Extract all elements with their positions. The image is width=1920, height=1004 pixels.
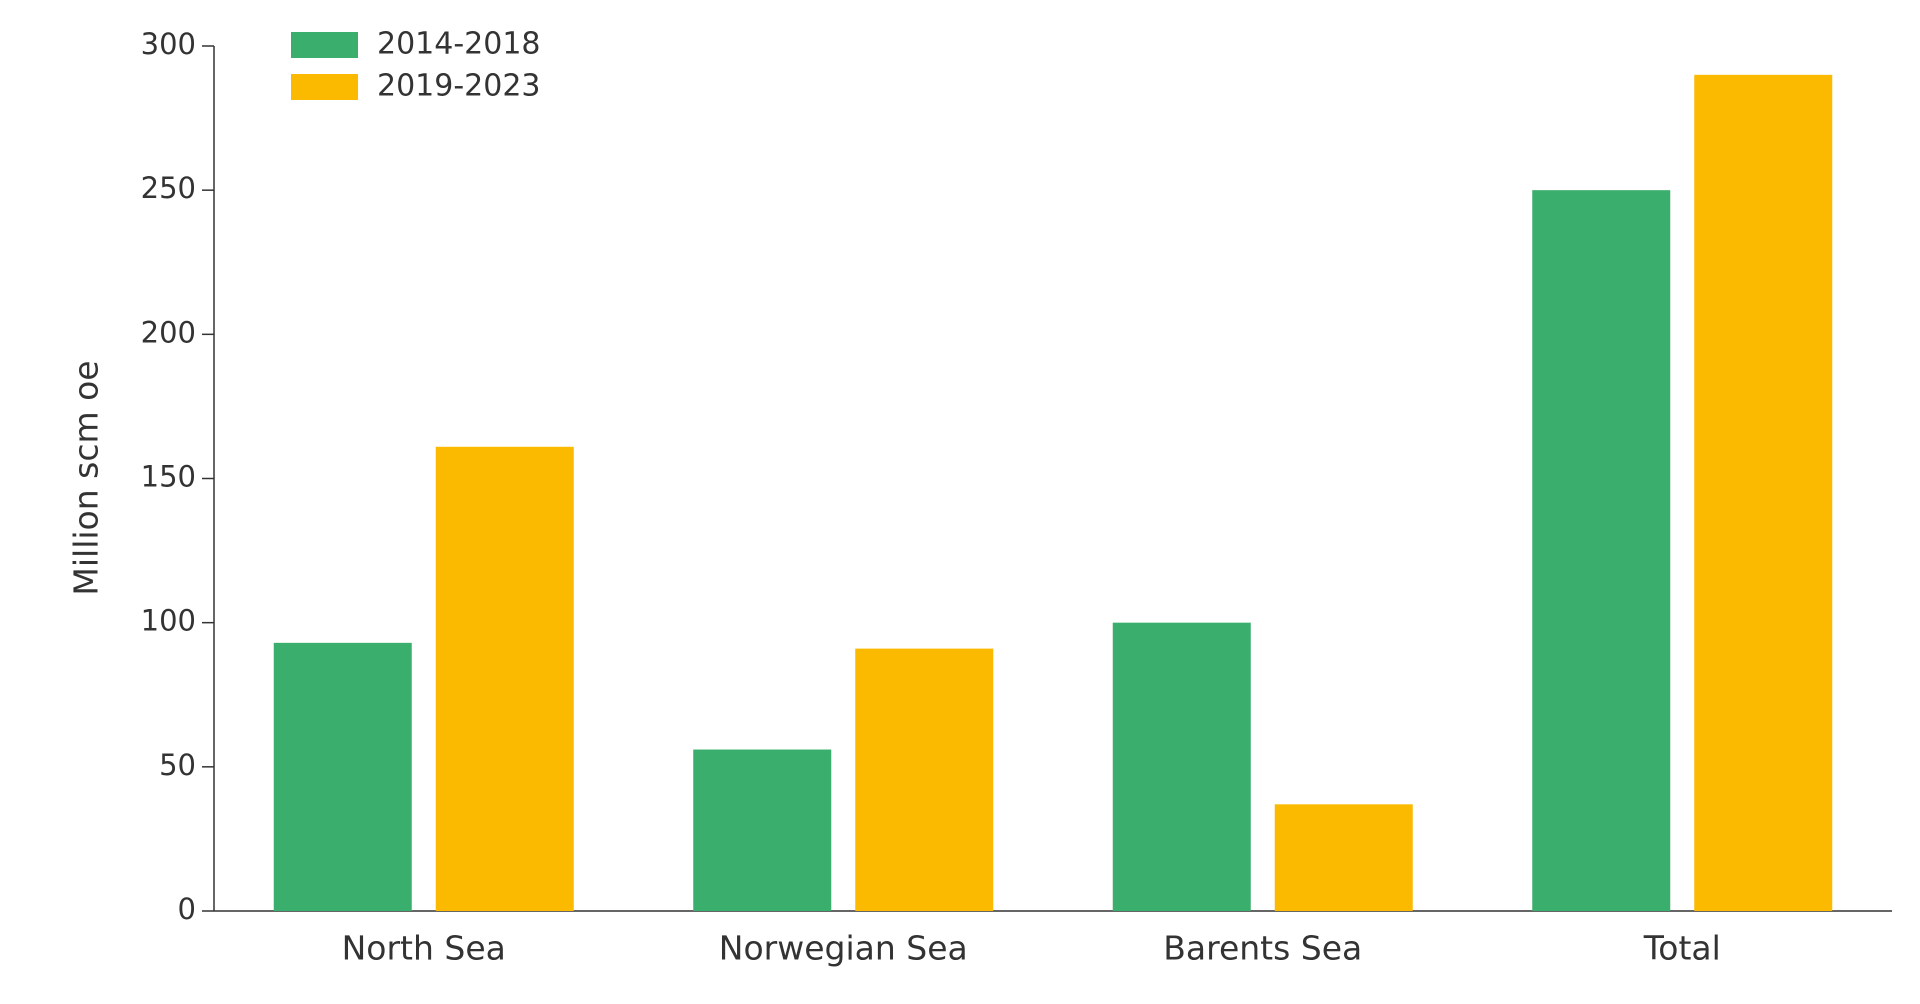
legend-swatch — [291, 74, 358, 100]
x-tick-label: Barents Sea — [1163, 929, 1362, 968]
bar — [1112, 622, 1251, 911]
y-tick-label: 200 — [141, 315, 196, 349]
x-tick-label: North Sea — [342, 929, 506, 968]
legend-label: 2014-2018 — [377, 27, 541, 62]
legend-swatch — [291, 32, 358, 58]
y-tick-label: 50 — [159, 748, 196, 782]
y-tick-label: 300 — [141, 27, 196, 61]
x-tick-label: Total — [1643, 929, 1721, 968]
y-tick-label: 0 — [178, 892, 196, 926]
bar — [1274, 804, 1413, 911]
bar — [855, 648, 994, 911]
y-axis-label: Million scm oe — [67, 360, 106, 595]
bar — [1532, 190, 1671, 911]
bar — [1694, 74, 1833, 912]
y-tick-label: 250 — [141, 171, 196, 205]
bar — [435, 446, 574, 911]
bar — [693, 749, 832, 911]
y-tick-label: 150 — [141, 460, 196, 494]
y-tick-label: 100 — [141, 604, 196, 638]
legend-label: 2019-2023 — [377, 69, 541, 104]
bar — [273, 642, 412, 911]
x-tick-label: Norwegian Sea — [719, 929, 968, 968]
